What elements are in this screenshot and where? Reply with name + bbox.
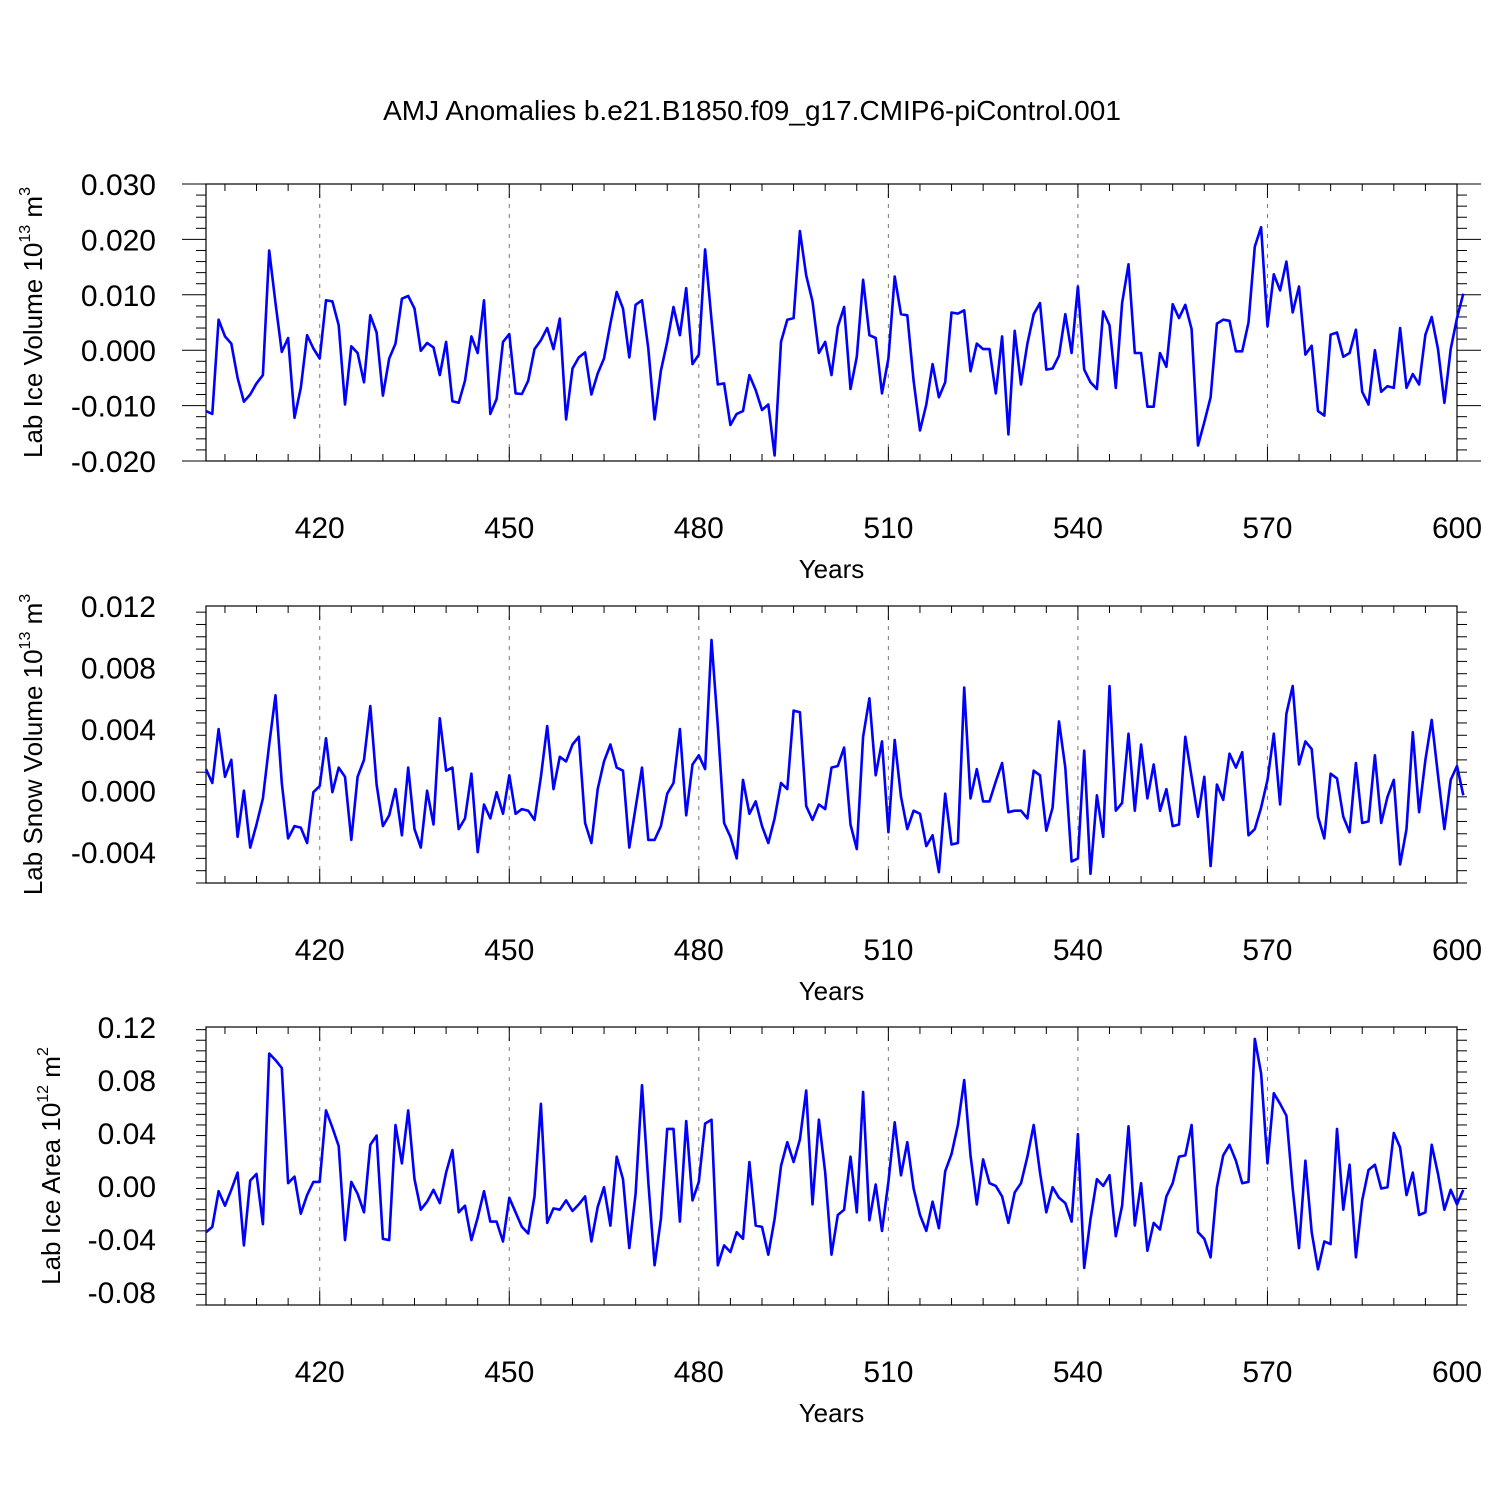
y-tick-label: 0.010 [81, 280, 156, 313]
y-axis-label: Lab Ice Area 1012 m2 [35, 1047, 66, 1285]
y-tick-label: -0.08 [88, 1277, 156, 1310]
series-line [204, 638, 1465, 876]
y-tick-label: -0.004 [71, 837, 156, 870]
x-tick-label: 600 [1432, 1356, 1482, 1389]
x-tick-label: 540 [1053, 1356, 1103, 1389]
y-tick-label: 0.012 [81, 591, 156, 624]
y-tick-label: -0.020 [71, 446, 156, 479]
y-tick-label: 0.000 [81, 335, 156, 368]
y-tick-label: 0.020 [81, 224, 156, 257]
y-tick-label: 0.008 [81, 653, 156, 686]
x-tick-label: 480 [674, 512, 724, 545]
x-tick-label: 420 [295, 1356, 345, 1389]
x-axis-label: Years [799, 1398, 865, 1428]
y-tick-label: 0.00 [98, 1171, 156, 1204]
plot-frame [205, 1026, 1458, 1306]
x-tick-label: 510 [863, 1356, 913, 1389]
x-tick-label: 570 [1242, 934, 1292, 967]
x-tick-label: 450 [484, 512, 534, 545]
figure-title: AMJ Anomalies b.e21.B1850.f09_g17.CMIP6-… [383, 95, 1121, 126]
x-tick-label: 450 [484, 1356, 534, 1389]
y-tick-label: -0.010 [71, 391, 156, 424]
x-tick-label: 570 [1242, 512, 1292, 545]
y-tick-label: -0.04 [88, 1224, 156, 1257]
y-tick-label: 0.004 [81, 714, 156, 747]
x-tick-label: 510 [863, 512, 913, 545]
y-tick-label: 0.04 [98, 1118, 156, 1151]
x-tick-label: 540 [1053, 934, 1103, 967]
plot-frame [205, 605, 1458, 884]
x-tick-label: 570 [1242, 1356, 1292, 1389]
x-tick-label: 600 [1432, 934, 1482, 967]
panel-snow-volume: -0.004 0.000 0.004 0.008 0.012 420 450 480 510 54… [17, 591, 1482, 1006]
panel-ice-area: -0.08 -0.04 0.00 0.04 0.08 0.12 420 450 480 510 54… [35, 1012, 1482, 1428]
y-axis-label: Lab Ice Volume 1013 m3 [17, 187, 48, 458]
y-tick-label: 0.000 [81, 776, 156, 809]
x-tick-label: 480 [674, 1356, 724, 1389]
x-axis-label: Years [799, 976, 865, 1006]
x-tick-label: 480 [674, 934, 724, 967]
y-tick-label: 0.08 [98, 1065, 156, 1098]
y-tick-label: 0.12 [98, 1012, 156, 1045]
x-tick-label: 450 [484, 934, 534, 967]
panel-ice-volume: -0.020 -0.010 0.000 0.010 0.020 0.030 420 450 48… [17, 169, 1482, 584]
y-axis-label: Lab Snow Volume 1013 m3 [17, 594, 48, 895]
x-tick-label: 420 [295, 512, 345, 545]
x-tick-label: 600 [1432, 512, 1482, 545]
x-tick-label: 510 [863, 934, 913, 967]
x-axis-label: Years [799, 554, 865, 584]
series-line [205, 225, 1465, 457]
x-tick-label: 540 [1053, 512, 1103, 545]
x-tick-label: 420 [295, 934, 345, 967]
y-tick-label: 0.030 [81, 169, 156, 202]
series-line [205, 1037, 1465, 1271]
